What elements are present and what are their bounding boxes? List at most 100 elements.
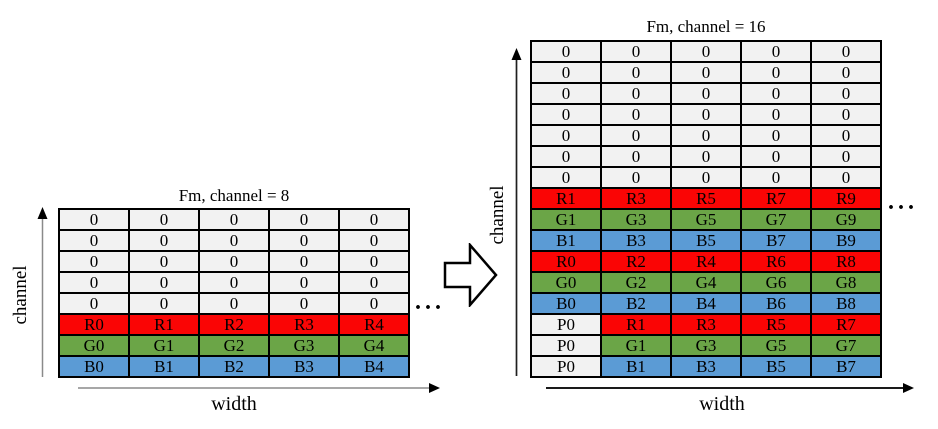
matrix-cell: R0 xyxy=(60,315,128,334)
matrix-cell: B6 xyxy=(742,294,810,313)
matrix-cell: R6 xyxy=(742,252,810,271)
right-channel-axis-arrow-icon xyxy=(511,48,522,376)
matrix-cell: G7 xyxy=(812,336,880,355)
matrix-cell: G5 xyxy=(742,336,810,355)
matrix-cell: G2 xyxy=(602,273,670,292)
matrix-cell: G3 xyxy=(270,336,338,355)
matrix-cell: B5 xyxy=(672,231,740,250)
matrix-cell: R1 xyxy=(602,315,670,334)
matrix-cell: R5 xyxy=(672,189,740,208)
matrix-cell: 0 xyxy=(130,294,198,313)
matrix-cell: G5 xyxy=(672,210,740,229)
matrix-cell: G4 xyxy=(340,336,408,355)
right-x-axis-label: width xyxy=(699,393,745,415)
matrix-cell: 0 xyxy=(60,210,128,229)
matrix-cell: R7 xyxy=(742,189,810,208)
matrix-cell: G1 xyxy=(130,336,198,355)
matrix-cell: 0 xyxy=(60,273,128,292)
matrix-cell: 0 xyxy=(270,252,338,271)
matrix-cell: 0 xyxy=(672,63,740,82)
matrix-cell: 0 xyxy=(812,63,880,82)
matrix-cell: 0 xyxy=(200,273,268,292)
matrix-cell: 0 xyxy=(340,273,408,292)
matrix-cell: 0 xyxy=(812,105,880,124)
matrix-cell: 0 xyxy=(340,231,408,250)
right-feature-map-grid: 0 0 0 0 0 0 0 0 0 0 0 0 0 0 0 0 0 0 0 0 0 0 0 0 0 0 0 0 0 0 0 0 0 0 0 R1 R3 R… xyxy=(530,40,882,378)
matrix-cell: R2 xyxy=(200,315,268,334)
right-width-axis-arrow-icon xyxy=(546,383,914,393)
matrix-cell: B8 xyxy=(812,294,880,313)
matrix-cell: B2 xyxy=(602,294,670,313)
matrix-cell: 0 xyxy=(60,231,128,250)
matrix-cell: B2 xyxy=(200,357,268,376)
matrix-cell: 0 xyxy=(602,42,670,61)
matrix-cell: 0 xyxy=(200,294,268,313)
matrix-cell: 0 xyxy=(602,147,670,166)
matrix-cell: P0 xyxy=(532,336,600,355)
matrix-cell: B7 xyxy=(812,357,880,376)
matrix-cell: B3 xyxy=(602,231,670,250)
matrix-cell: 0 xyxy=(200,231,268,250)
matrix-cell: G1 xyxy=(532,210,600,229)
matrix-cell: R3 xyxy=(270,315,338,334)
matrix-cell: 0 xyxy=(532,168,600,187)
matrix-cell: 0 xyxy=(340,210,408,229)
matrix-cell: 0 xyxy=(340,294,408,313)
matrix-cell: B3 xyxy=(270,357,338,376)
matrix-cell: G3 xyxy=(602,210,670,229)
matrix-cell: 0 xyxy=(742,147,810,166)
matrix-cell: 0 xyxy=(532,147,600,166)
matrix-cell: P0 xyxy=(532,315,600,334)
right-panel-title: Fm, channel = 16 xyxy=(646,17,766,36)
matrix-cell: 0 xyxy=(602,126,670,145)
matrix-cell: 0 xyxy=(130,252,198,271)
matrix-cell: 0 xyxy=(270,273,338,292)
matrix-cell: 0 xyxy=(742,63,810,82)
matrix-cell: 0 xyxy=(742,84,810,103)
matrix-cell: 0 xyxy=(602,105,670,124)
matrix-cell: 0 xyxy=(200,252,268,271)
transform-arrow-icon xyxy=(443,243,498,307)
matrix-cell: R0 xyxy=(532,252,600,271)
right-y-axis-label: channel xyxy=(487,185,508,245)
matrix-cell: 0 xyxy=(812,147,880,166)
matrix-cell: B3 xyxy=(672,357,740,376)
matrix-cell: R7 xyxy=(812,315,880,334)
matrix-cell: G2 xyxy=(200,336,268,355)
matrix-cell: R3 xyxy=(602,189,670,208)
matrix-cell: B1 xyxy=(130,357,198,376)
matrix-cell: 0 xyxy=(130,231,198,250)
left-channel-axis-arrow-icon xyxy=(37,207,48,377)
matrix-cell: 0 xyxy=(532,84,600,103)
matrix-cell: 0 xyxy=(270,231,338,250)
matrix-cell: 0 xyxy=(130,210,198,229)
matrix-cell: B1 xyxy=(532,231,600,250)
matrix-cell: 0 xyxy=(742,105,810,124)
matrix-cell: R4 xyxy=(672,252,740,271)
matrix-cell: G0 xyxy=(532,273,600,292)
matrix-cell: G8 xyxy=(812,273,880,292)
matrix-cell: R2 xyxy=(602,252,670,271)
left-panel-title: Fm, channel = 8 xyxy=(178,186,290,205)
matrix-cell: B0 xyxy=(532,294,600,313)
matrix-cell: 0 xyxy=(130,273,198,292)
matrix-cell: P0 xyxy=(532,357,600,376)
matrix-cell: B1 xyxy=(602,357,670,376)
left-ellipsis: ... xyxy=(415,289,445,315)
matrix-cell: G0 xyxy=(60,336,128,355)
matrix-cell: 0 xyxy=(602,63,670,82)
matrix-cell: 0 xyxy=(742,168,810,187)
matrix-cell: B4 xyxy=(672,294,740,313)
matrix-cell: R9 xyxy=(812,189,880,208)
matrix-cell: 0 xyxy=(532,42,600,61)
left-y-axis-label: channel xyxy=(10,265,31,325)
matrix-cell: 0 xyxy=(742,126,810,145)
matrix-cell: 0 xyxy=(532,63,600,82)
matrix-cell: 0 xyxy=(270,210,338,229)
matrix-cell: 0 xyxy=(742,42,810,61)
matrix-cell: B5 xyxy=(742,357,810,376)
matrix-cell: 0 xyxy=(532,126,600,145)
matrix-cell: 0 xyxy=(270,294,338,313)
matrix-cell: 0 xyxy=(60,252,128,271)
